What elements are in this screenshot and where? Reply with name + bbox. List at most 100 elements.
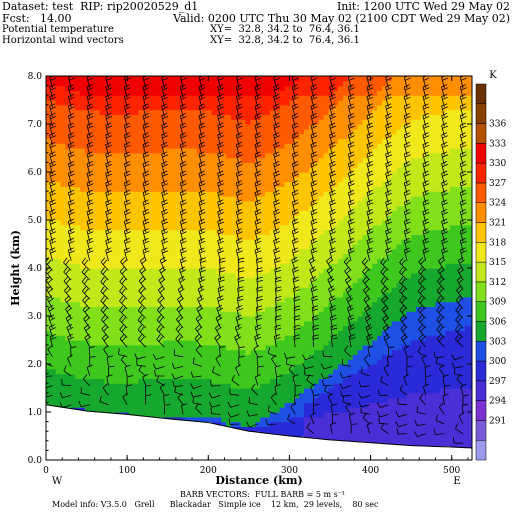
theta-cell [70,296,76,303]
theta-cell [114,186,120,192]
theta-cell [55,239,62,245]
theta-cell [201,364,208,370]
theta-cell [138,80,144,87]
theta-cell [294,119,300,125]
theta-cell [342,181,349,187]
theta-cell [245,196,252,202]
theta-cell [80,133,86,139]
theta-cell [55,325,62,331]
theta-cell [352,407,359,413]
theta-cell [201,292,208,298]
theta-cell [123,200,130,207]
theta-cell [221,416,227,423]
theta-cell [352,133,359,139]
theta-cell [235,157,242,163]
theta-cell [196,272,203,279]
theta-cell [245,373,252,379]
theta-cell [313,335,320,341]
theta-cell [352,258,359,264]
theta-cell [206,325,213,331]
theta-cell [94,234,101,240]
theta-cell [318,325,325,331]
theta-cell [157,248,164,255]
theta-cell [235,253,242,259]
theta-cell [240,172,247,178]
theta-cell [211,191,217,197]
theta-cell [182,263,188,269]
theta-cell [211,402,217,408]
theta-cell [231,191,237,197]
theta-cell [245,210,252,216]
theta-cell [119,100,125,106]
theta-cell [226,224,232,231]
theta-cell [114,181,120,187]
theta-cell [304,157,310,163]
theta-cell [226,421,232,427]
theta-cell [240,239,247,245]
theta-cell [172,162,179,168]
theta-cell [333,407,339,413]
theta-cell [104,344,110,351]
theta-cell [148,373,154,379]
theta-cell [328,402,334,408]
theta-cell [221,133,227,139]
theta-cell [338,364,344,370]
theta-cell [162,296,169,303]
theta-cell [250,277,256,283]
theta-cell [143,104,149,111]
theta-cell [167,359,174,365]
theta-cell [119,402,125,408]
theta-cell [342,109,349,115]
theta-cell [289,90,295,96]
theta-cell [60,335,67,341]
theta-cell [260,426,266,432]
theta-cell [206,124,213,130]
theta-cell [255,325,261,331]
theta-cell [104,248,110,255]
theta-cell [279,378,286,384]
theta-cell [333,416,339,423]
theta-cell [318,397,325,403]
theta-cell [133,234,140,240]
theta-cell [279,200,286,207]
theta-cell [94,392,101,399]
theta-cell [231,311,237,317]
theta-cell [187,138,193,144]
theta-cell [65,85,71,91]
theta-cell [231,234,237,240]
theta-cell [362,210,368,216]
theta-cell [279,292,286,298]
theta-cell [99,349,106,355]
theta-cell [250,373,256,379]
theta-cell [50,263,57,269]
theta-cell [80,100,86,106]
theta-cell [216,95,222,101]
theta-cell [99,133,106,139]
theta-cell [182,253,188,259]
theta-cell [294,282,300,288]
theta-cell [240,340,247,346]
theta-cell [323,119,329,125]
theta-cell [245,119,252,125]
theta-cell [313,268,320,274]
theta-cell [226,292,232,298]
theta-cell [80,220,86,226]
theta-cell [55,176,62,183]
theta-cell [138,167,144,173]
theta-cell [226,191,232,197]
theta-cell [347,397,354,403]
theta-cell [342,426,349,432]
theta-cell [318,272,325,279]
theta-cell [46,80,52,87]
theta-cell [347,157,354,163]
theta-cell [269,292,276,298]
theta-cell [308,311,315,317]
theta-cell [255,234,261,240]
theta-cell [299,416,305,423]
theta-cell [182,402,188,408]
theta-cell [342,244,349,250]
theta-cell [143,172,149,178]
theta-cell [157,114,164,120]
theta-cell [192,258,198,264]
theta-cell [362,272,368,279]
